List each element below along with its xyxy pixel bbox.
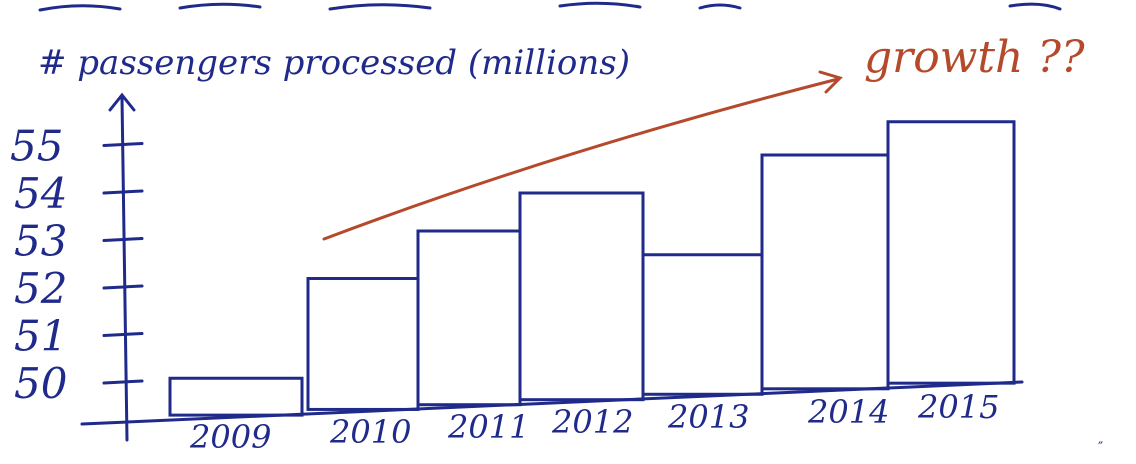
bar-2013 [641, 253, 764, 396]
y-axis-title: # passengers processed (millions) [38, 43, 630, 83]
y-tick-mark [102, 142, 144, 147]
y-tick-mark [102, 189, 144, 195]
y-tick-label: 50 [14, 359, 67, 408]
y-tick-mark [102, 379, 144, 385]
x-tick-label: 2013 [667, 398, 749, 436]
cropped-handwriting-top [38, 1, 1062, 12]
y-axis-line [120, 96, 129, 442]
y-axis-arrow [108, 92, 136, 112]
y-tick-label: 51 [14, 312, 67, 361]
bar-2009 [168, 376, 304, 417]
growth-annotation: growth ?? [864, 32, 1085, 83]
bar-2011 [416, 229, 522, 407]
x-tick-label: 2012 [551, 403, 633, 441]
x-tick-label: 2014 [807, 393, 889, 431]
y-tick-mark [102, 332, 144, 337]
y-tick-label: 55 [10, 122, 63, 171]
x-tick-label: 2009 [189, 418, 271, 456]
x-tick-label: 2015 [917, 388, 999, 426]
x-tick-labels: 2009 2010 2011 2012 2013 2014 2015 [189, 388, 999, 456]
stray-mark: ″ [1098, 440, 1103, 456]
y-tick-label: 53 [14, 217, 67, 266]
bar-2010 [306, 277, 420, 411]
bar-2014 [760, 153, 890, 391]
bars [168, 120, 1016, 417]
x-tick-label: 2010 [329, 413, 411, 451]
bar-2015 [886, 120, 1016, 385]
y-tick-label: 54 [14, 169, 67, 218]
growth-arrow [322, 70, 843, 241]
y-tick-mark [102, 237, 144, 242]
x-tick-label: 2011 [447, 408, 529, 446]
y-tick-mark [102, 284, 144, 290]
y-tick-label: 52 [14, 264, 67, 313]
bar-2012 [518, 191, 645, 402]
